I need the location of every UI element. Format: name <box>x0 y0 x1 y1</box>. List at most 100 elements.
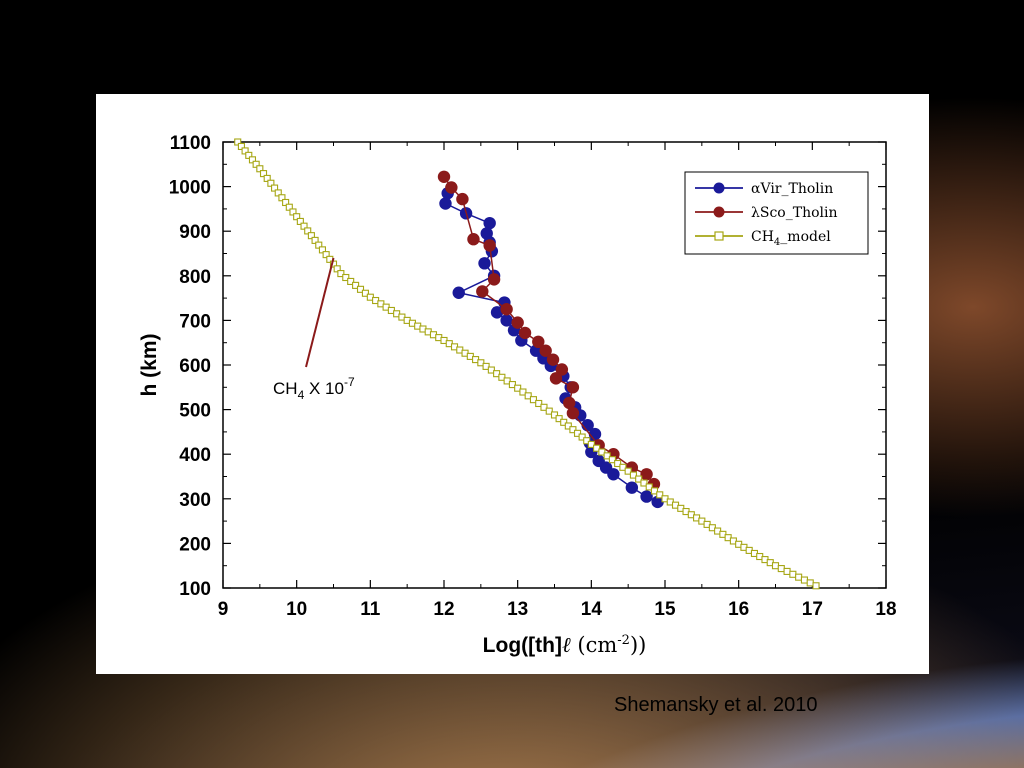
legend-label: αVir_Tholin <box>751 181 833 197</box>
legend-marker <box>713 206 725 218</box>
data-point <box>800 576 808 584</box>
data-point <box>263 174 271 182</box>
data-point <box>560 418 568 426</box>
data-point <box>514 384 522 392</box>
data-point <box>315 241 323 249</box>
x-axis-title: Log([th]ℓ (cm-2)) <box>483 633 647 657</box>
y-tick-label: 300 <box>179 490 211 511</box>
data-point <box>289 208 297 216</box>
legend-item: λSco_Tholin <box>695 205 838 221</box>
data-point <box>318 246 326 254</box>
data-point <box>476 285 489 298</box>
data-point <box>508 381 516 389</box>
y-axis-title: h (km) <box>138 334 161 397</box>
data-point <box>518 326 532 340</box>
x-tick-label: 18 <box>875 599 896 620</box>
data-point <box>456 192 469 206</box>
data-point <box>333 265 341 273</box>
data-point <box>322 251 330 259</box>
data-point <box>347 277 355 285</box>
data-point <box>296 217 304 225</box>
data-point <box>483 216 496 230</box>
data-point <box>234 138 242 146</box>
data-point <box>524 392 532 400</box>
data-point <box>603 452 611 460</box>
data-point <box>511 316 524 329</box>
data-point <box>500 314 513 327</box>
data-point <box>271 184 279 192</box>
x-tick-label: 11 <box>360 599 381 620</box>
series-lambda-sco <box>437 170 661 491</box>
data-point <box>629 471 637 479</box>
chart: 9 10 11 12 13 14 15 16 17 18 100 200 300 400 500 600 700… <box>138 133 897 657</box>
legend-marker <box>713 182 725 194</box>
data-point <box>237 142 245 151</box>
data-point <box>549 372 563 385</box>
x-tick-label: 14 <box>581 599 603 620</box>
data-point <box>519 388 527 396</box>
x-tick-label: 15 <box>654 599 676 620</box>
data-point <box>437 170 451 183</box>
data-point <box>278 194 286 202</box>
y-tick-label: 800 <box>179 267 211 288</box>
data-point <box>645 483 653 491</box>
data-point <box>307 232 315 240</box>
series-line <box>443 176 655 485</box>
data-point <box>352 281 360 289</box>
legend: αVir_Tholin λSco_Tholin CH4_model <box>684 171 869 255</box>
data-point <box>650 487 659 495</box>
annotation-arrow <box>305 257 335 368</box>
data-point <box>356 285 365 293</box>
x-tick-label: 10 <box>286 599 307 620</box>
data-point <box>361 289 369 297</box>
data-point <box>477 359 485 367</box>
data-point <box>608 456 616 464</box>
y-tick-label: 200 <box>179 534 211 555</box>
x-tick-label: 9 <box>218 599 229 620</box>
data-point <box>274 189 282 197</box>
data-point <box>445 181 458 194</box>
data-point <box>248 156 257 164</box>
data-point <box>640 479 648 487</box>
data-point <box>304 227 312 235</box>
data-point <box>439 197 452 210</box>
data-point <box>452 286 465 299</box>
data-point <box>267 179 275 187</box>
data-point <box>342 273 350 282</box>
data-point <box>337 270 345 278</box>
data-point <box>540 403 548 411</box>
data-point <box>300 222 308 230</box>
data-point <box>555 363 569 376</box>
data-point <box>573 429 582 437</box>
x-tick-label: 17 <box>802 599 823 620</box>
data-point <box>241 147 249 155</box>
data-point <box>487 273 501 286</box>
data-point <box>482 362 490 370</box>
data-point <box>566 381 580 394</box>
data-point <box>535 399 543 408</box>
data-point <box>771 562 780 570</box>
data-point <box>245 151 253 159</box>
data-point <box>635 475 643 483</box>
data-point <box>578 433 586 441</box>
data-point <box>487 366 495 374</box>
data-point <box>311 236 319 244</box>
data-point <box>587 440 595 448</box>
data-point <box>783 567 791 575</box>
data-point <box>483 239 496 252</box>
data-point <box>259 170 268 178</box>
data-point <box>493 370 501 378</box>
data-point <box>569 426 577 434</box>
data-point <box>624 467 632 475</box>
data-point <box>583 437 591 445</box>
figure-panel: 9 10 11 12 13 14 15 16 17 18 100 200 300 400 500 600 700… <box>96 94 929 674</box>
legend-label: λSco_Tholin <box>751 205 838 221</box>
data-point <box>598 448 606 456</box>
data-point <box>625 481 639 494</box>
data-point <box>640 490 653 503</box>
data-point <box>293 213 301 221</box>
data-point <box>546 353 560 366</box>
data-point <box>545 407 553 415</box>
y-tick-label: 900 <box>179 222 211 243</box>
data-point <box>532 335 545 349</box>
